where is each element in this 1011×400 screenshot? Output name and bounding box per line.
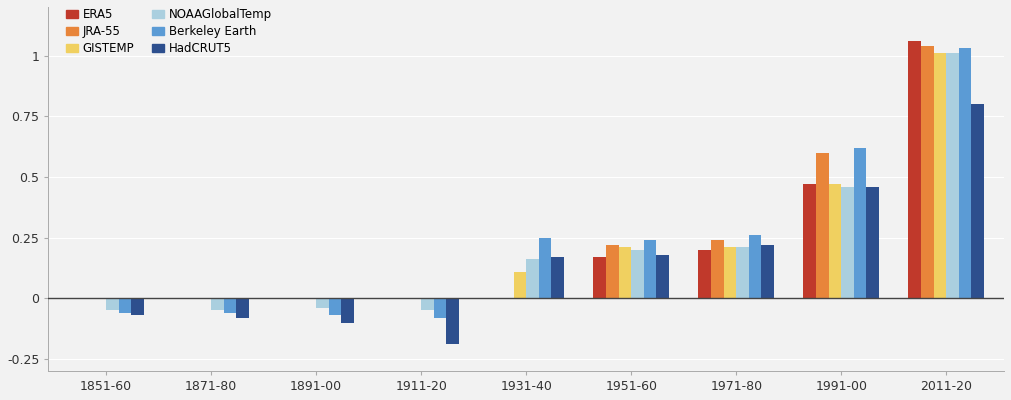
Bar bbox=[631, 250, 644, 298]
Bar bbox=[909, 41, 921, 298]
Bar bbox=[606, 245, 619, 298]
Bar bbox=[761, 245, 774, 298]
Bar bbox=[422, 298, 434, 310]
Bar bbox=[316, 298, 329, 308]
Bar bbox=[972, 104, 984, 298]
Bar bbox=[329, 298, 342, 315]
Bar bbox=[829, 184, 841, 298]
Bar bbox=[619, 247, 631, 298]
Bar bbox=[593, 257, 606, 298]
Bar bbox=[644, 240, 656, 298]
Bar bbox=[237, 298, 249, 318]
Bar bbox=[711, 240, 724, 298]
Bar bbox=[866, 187, 880, 298]
Bar bbox=[816, 153, 829, 298]
Bar bbox=[946, 53, 958, 298]
Bar bbox=[551, 257, 564, 298]
Bar bbox=[106, 298, 118, 310]
Bar bbox=[342, 298, 354, 322]
Bar bbox=[526, 260, 539, 298]
Bar bbox=[223, 298, 237, 313]
Bar bbox=[921, 46, 934, 298]
Bar bbox=[736, 247, 749, 298]
Bar bbox=[841, 187, 854, 298]
Bar bbox=[724, 247, 736, 298]
Bar bbox=[434, 298, 447, 318]
Bar bbox=[804, 184, 816, 298]
Bar bbox=[118, 298, 131, 313]
Legend: ERA5, JRA-55, GISTEMP, NOAAGlobalTemp, Berkeley Earth, HadCRUT5: ERA5, JRA-55, GISTEMP, NOAAGlobalTemp, B… bbox=[64, 6, 274, 58]
Bar bbox=[749, 235, 761, 298]
Bar bbox=[656, 255, 669, 298]
Bar bbox=[447, 298, 459, 344]
Bar bbox=[854, 148, 866, 298]
Bar bbox=[211, 298, 223, 310]
Bar bbox=[699, 250, 711, 298]
Bar bbox=[514, 272, 526, 298]
Bar bbox=[539, 238, 551, 298]
Bar bbox=[958, 48, 972, 298]
Bar bbox=[934, 53, 946, 298]
Bar bbox=[131, 298, 144, 315]
